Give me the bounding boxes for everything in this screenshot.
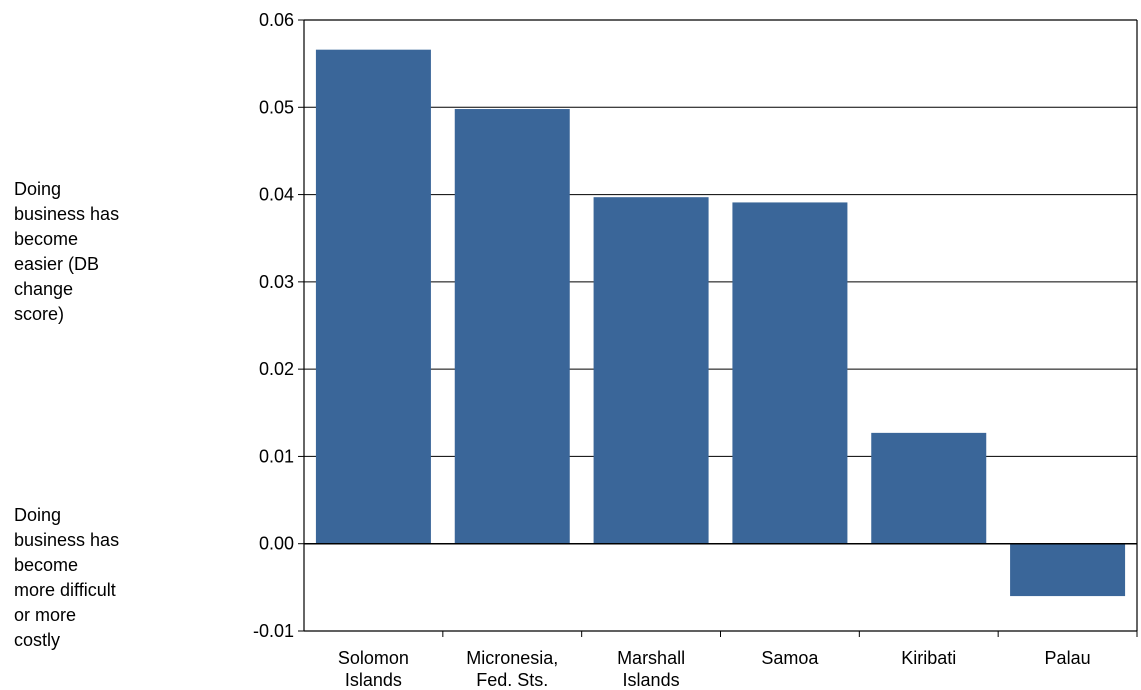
axes <box>298 19 1138 637</box>
y-tick-label: 0.06 <box>259 10 294 30</box>
x-tick-label: Samoa <box>761 648 819 668</box>
x-tick-label: Kiribati <box>901 648 956 668</box>
y-tick-label: 0.01 <box>259 446 294 466</box>
bar <box>315 49 431 544</box>
bar <box>732 202 848 544</box>
x-tick-label: Solomon Islands <box>338 648 409 690</box>
x-tick-label: Marshall Islands <box>617 648 685 690</box>
bar <box>454 109 570 544</box>
y-tick-label: 0.04 <box>259 185 294 205</box>
bar <box>871 432 987 544</box>
annotation-more-difficult: Doing business has become more difficult… <box>14 505 120 650</box>
y-tick-label: 0.05 <box>259 97 294 117</box>
bar <box>1010 543 1126 597</box>
y-tick-label: 0.00 <box>259 534 294 554</box>
y-tick-label: 0.02 <box>259 359 294 379</box>
bar <box>593 197 709 544</box>
y-tick-label: 0.03 <box>259 272 294 292</box>
y-tick-label: -0.01 <box>253 621 294 641</box>
annotation-easier: Doing business has become easier (DB cha… <box>14 179 120 324</box>
x-tick-label: Micronesia, Fed. Sts. <box>466 648 558 690</box>
y-tick-labels: -0.01 0.00 0.01 0.02 0.03 0.04 0.05 0.06 <box>253 10 294 641</box>
x-tick-labels: Solomon Islands Micronesia, Fed. Sts. Marsha… <box>338 648 1091 690</box>
x-tick-label: Palau <box>1045 648 1091 668</box>
bars <box>315 49 1126 597</box>
